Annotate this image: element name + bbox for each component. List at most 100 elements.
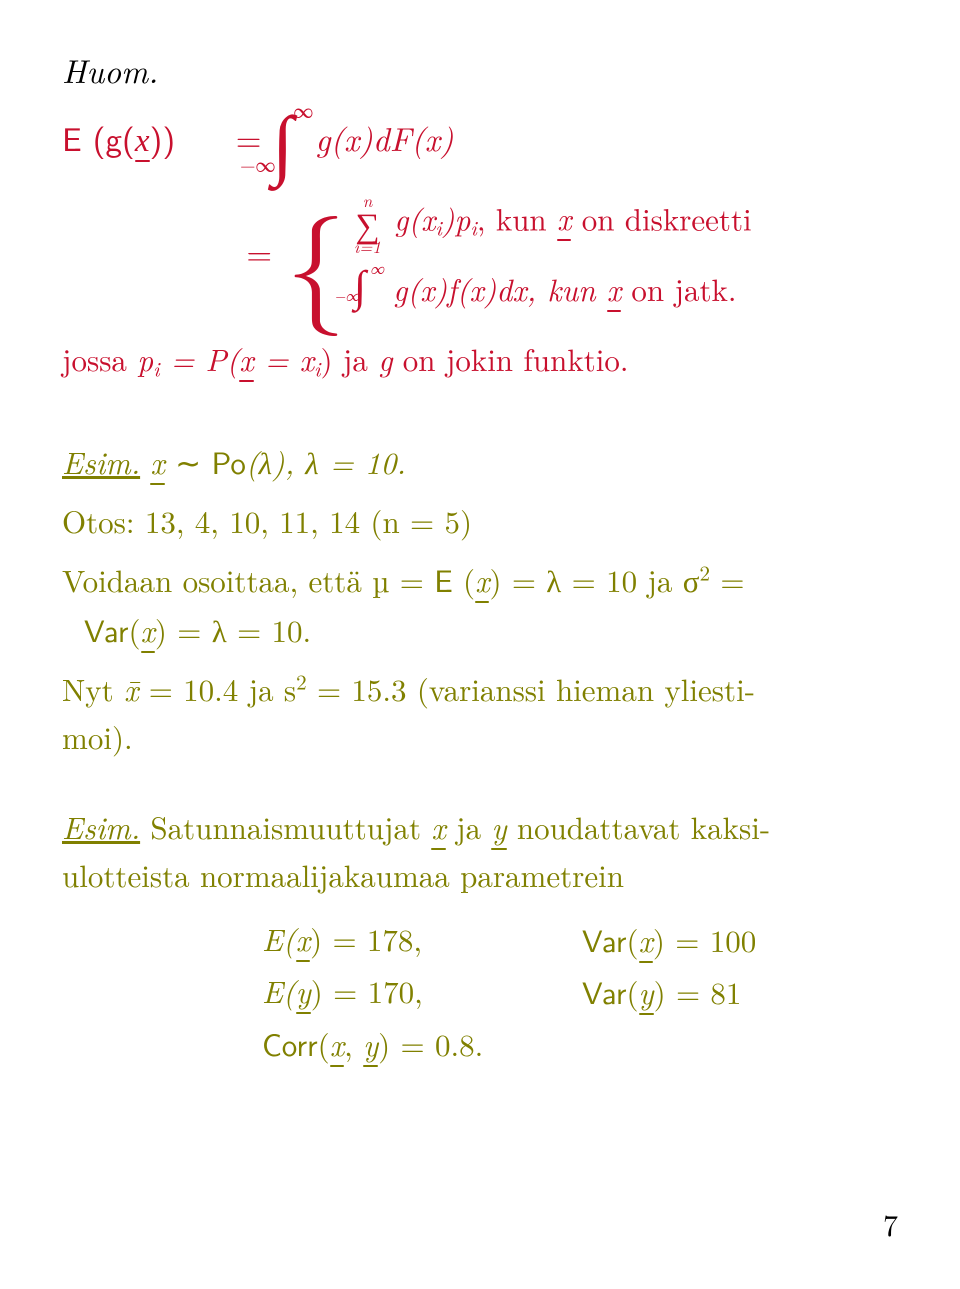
e2-b: ja [446,804,492,848]
eq-cases: = { n ∑ i=1 g(xi)pi, kun x on diskreetti… [62,187,898,316]
pCorr-open: ( [318,1021,330,1065]
pEx-a: E( [262,916,296,960]
var-line: Var(x) = λ = 10. [84,606,898,652]
jossa-pre: jossa [62,336,137,380]
pEx-b: ) = 178, [310,916,422,960]
voidaan-a: Voidaan osoittaa, että µ = [62,557,434,601]
pVarx-open: ( [626,917,638,961]
c1-diskreetti: on diskreetti [571,195,751,239]
param-Vary: Var(y) = 81 [582,968,741,1014]
esim2: Esim. Satunnaismuuttujat x ja y noudatta… [62,804,898,848]
e1-tilde: ∼ [175,439,211,483]
otos-label: Otos: [62,498,145,542]
esim1: Esim. x ∼ Po(λ), λ = 10. [62,438,898,484]
lhs-close: )) [150,114,176,162]
c2-body: g(x)f(x)dx, kun [393,266,607,310]
sum-symbol: n ∑ i=1 [354,193,381,254]
esim2-label: Esim. [62,804,140,848]
note-label: Huom. [62,48,898,93]
pVary-a: Var [582,968,626,1014]
c1-x: x [557,195,571,239]
param-Varx: Var(x) = 100 [582,916,756,962]
pEx-x: x [296,916,310,960]
cases-lhs: = [62,228,286,275]
lhs-E-open: E (g( [62,114,135,162]
var-close: ) = λ = 10. [155,607,311,651]
eq-rhs-integral: ∫ ∞ −∞ g(x)dF(x) [272,111,454,166]
nyt-line: Nyt x̄ = 10.4 ja s2 = 15.3 (varianssi hi… [62,666,898,710]
case-discrete: n ∑ i=1 g(xi)pi, kun x on diskreetti [354,187,752,260]
c1-pi: )p [442,195,471,239]
voidaan-exp: 2 [699,557,710,587]
e1-po: Po [211,438,245,484]
param-row-1: E(x) = 178, Var(x) = 100 [262,916,898,962]
pCorr-b: ) = 0.8. [378,1021,483,1065]
cases-rhs: { n ∑ i=1 g(xi)pi, kun x on diskreetti ∫… [286,187,752,316]
nyt-a: Nyt [62,666,124,710]
eq-expected-gx: E (g(x)) = ∫ ∞ −∞ g(x)dF(x) [62,111,898,166]
e2-c: noudattavat kaksi- [507,804,771,848]
c1-kun: , kun [477,195,557,239]
e1-x: x [150,439,164,483]
voidaan-line: Voidaan osoittaa, että µ = E (x) = λ = 1… [62,556,898,602]
e2-a: Satunnaismuuttujat [140,804,431,848]
voidaan-d: = [710,557,744,601]
voidaan-open: ( [453,557,475,601]
pEy-b: ) = 170, [311,968,423,1012]
nyt-d: moi). [62,714,133,758]
var-x: x [141,607,155,651]
pVary-y: y [639,969,654,1013]
e2-y: y [491,804,506,848]
e1-poarg: (λ), λ = 10. [246,439,406,483]
int-lower: −∞ [240,157,276,171]
page-number: 7 [883,1202,898,1245]
case-lines: n ∑ i=1 g(xi)pi, kun x on diskreetti ∫ ∞… [354,187,752,316]
pVarx-b: ) = 100 [653,917,756,961]
voidaan-E: E [434,556,453,602]
pCorr-a: Corr [262,1020,318,1066]
pCorr-x: x [330,1021,344,1065]
param-Ex: E(x) = 178, [262,916,582,962]
e2-x: x [431,804,445,848]
var-open: ( [128,607,140,651]
nyt-line2: moi). [62,714,898,758]
pCorr-y: y [363,1021,378,1065]
param-row-3: Corr(x, y) = 0.8. [262,1020,898,1066]
esim1-label: Esim. [62,439,140,483]
pVary-open: ( [626,969,638,1013]
small-integral: ∫ ∞ −∞ [354,268,366,299]
c1-gx: g(x [394,195,435,239]
int-upper: ∞ [293,103,313,117]
e2-l2: ulotteista normaalijakaumaa parametrein [62,852,624,896]
voidaan-x: x [475,557,489,601]
jossa-line: jossa pi = P(x = xi) ja g on jokin funkt… [62,336,898,383]
pCorr-mid: , [344,1021,363,1065]
integral-sign: ∫ ∞ −∞ [272,111,293,166]
int-body: g(x)dF(x) [315,114,453,161]
c2-x: x [607,266,621,310]
jossa-tail: ) ja g on jokin funktio. [320,336,628,380]
pVary-b: ) = 81 [654,969,742,1013]
esim2-line2: ulotteista normaalijakaumaa parametrein [62,852,898,896]
c2-int-upper: ∞ [370,264,384,275]
jossa-eqxi: = x [254,336,314,380]
otos-values: 13, 4, 10, 11, 14 (n = 5) [145,498,472,542]
otos-line: Otos: 13, 4, 10, 11, 14 (n = 5) [62,498,898,542]
c2-jatk: on jatk. [621,266,736,310]
lhs-x: x [135,123,150,160]
nyt-b: = 10.4 ja s [138,666,296,710]
var-label: Var [84,606,128,652]
voidaan-c: ) = λ = 10 ja σ [489,557,699,601]
nyt-c: = 15.3 (varianssi hieman yliesti- [307,666,755,710]
param-Corr: Corr(x, y) = 0.8. [262,1020,582,1066]
c2-int-lower: −∞ [334,291,359,302]
nyt-xbar: x̄ [124,666,138,710]
cases-equals: = [246,228,272,275]
jossa-eqP: = P( [160,336,240,380]
nyt-exp: 2 [296,666,307,696]
pEy-y: y [296,968,311,1012]
pVarx-a: Var [582,916,626,962]
pEy-a: E( [262,968,296,1012]
param-row-2: E(y) = 170, Var(y) = 81 [262,968,898,1014]
param-Ey: E(y) = 170, [262,968,582,1014]
